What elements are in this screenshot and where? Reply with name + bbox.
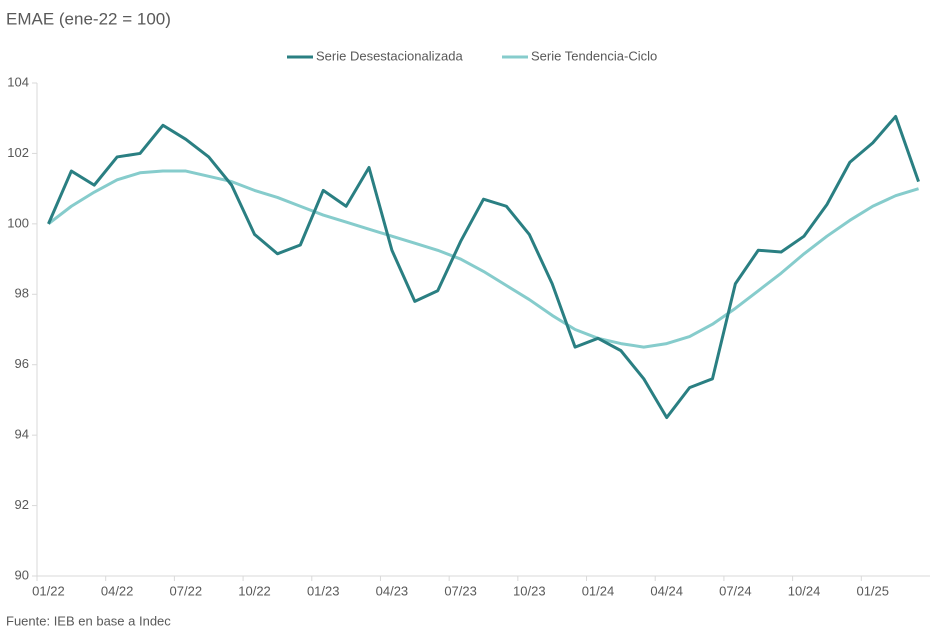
series-line — [47, 169, 919, 349]
y-tick-label: 90 — [15, 567, 29, 582]
x-tick-label: 01/24 — [582, 583, 615, 598]
x-tick-label: 07/22 — [170, 583, 203, 598]
x-tick-label: 07/23 — [444, 583, 477, 598]
x-tick-label: 10/22 — [238, 583, 271, 598]
y-tick-label: 100 — [7, 215, 29, 230]
legend-label: Serie Tendencia-Ciclo — [531, 48, 657, 63]
x-tick-label: 04/24 — [650, 583, 683, 598]
y-tick-label: 94 — [15, 427, 29, 442]
x-tick-label: 04/22 — [101, 583, 134, 598]
x-tick-label: 07/24 — [719, 583, 752, 598]
chart-title: EMAE (ene-22 = 100) — [6, 9, 171, 28]
y-tick-label: 96 — [15, 356, 29, 371]
source-note: Fuente: IEB en base a Indec — [6, 613, 171, 628]
x-tick-label: 01/22 — [32, 583, 65, 598]
y-tick-label: 98 — [15, 286, 29, 301]
legend-label: Serie Desestacionalizada — [316, 48, 463, 63]
y-tick-label: 92 — [15, 497, 29, 512]
x-tick-label: 04/23 — [376, 583, 409, 598]
y-tick-label: 104 — [7, 74, 29, 89]
x-tick-label: 10/23 — [513, 583, 546, 598]
y-tick-label: 102 — [7, 145, 29, 160]
x-tick-label: 01/23 — [307, 583, 340, 598]
series-line — [47, 114, 920, 420]
x-tick-label: 01/25 — [856, 583, 889, 598]
x-tick-label: 10/24 — [788, 583, 821, 598]
